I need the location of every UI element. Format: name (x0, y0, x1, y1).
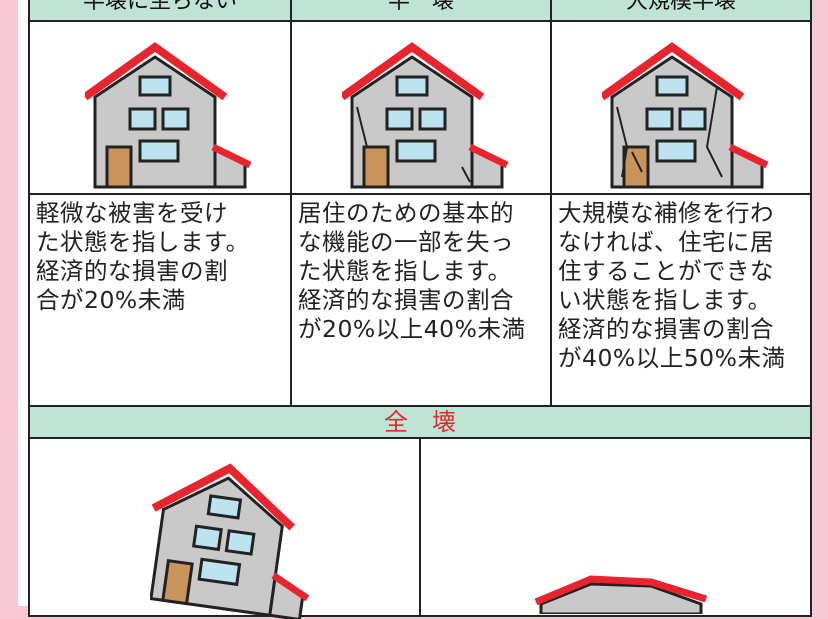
header-text: 半壊に至らない (82, 0, 237, 14)
description-line: た状態を指します。 (36, 228, 250, 256)
description-line: 住することができな (558, 257, 774, 285)
image-cell (290, 20, 552, 195)
house-illustration (150, 459, 320, 619)
page: 半壊に至らない 半 壊 大規模半壊 軽微な被害を受け た状態を指します。 経済的な損… (18, 0, 812, 606)
house-illustration (342, 37, 512, 197)
image-cell (419, 437, 812, 617)
description-line: 軽微な被害を受け (36, 199, 228, 227)
house-illustration (85, 37, 255, 197)
header-cell: 半 壊 (290, 0, 552, 22)
description: 軽微な被害を受け た状態を指します。 経済的な損害の割 合が20%未満 (28, 193, 292, 407)
description-line: なければ、住宅に居 (558, 228, 774, 256)
description: 居住のための基本的 な機能の一部を失っ た状態を指します。 経済的な損害の割合 が20%… (290, 193, 552, 407)
header-text: 半 壊 (387, 0, 454, 14)
image-cell (550, 20, 812, 195)
description-line: い状態を指します。 (558, 286, 772, 314)
header-cell: 半壊に至らない (28, 0, 292, 22)
header-cell: 大規模半壊 (550, 0, 812, 22)
description-line: 経済的な損害の割 (36, 257, 228, 285)
description-line: な機能の一部を失っ (298, 228, 514, 256)
description-line: 経済的な損害の割合 (558, 315, 774, 343)
description-line: 経済的な損害の割合 (298, 286, 514, 314)
description-line: 合が20%未満 (36, 286, 186, 314)
description-line: が20%以上40%未満 (298, 315, 526, 343)
description: 大規模な補修を行わ なければ、住宅に居 住することができな い状態を指します。 経済的な… (550, 193, 812, 407)
image-cell (28, 20, 292, 195)
house-illustration (534, 575, 708, 614)
description-line: が40%以上50%未満 (558, 344, 786, 372)
description-line: 大規模な補修を行わ (558, 199, 774, 227)
description-line: た状態を指します。 (298, 257, 512, 285)
header-text: 全 壊 (384, 408, 456, 436)
description-line: 居住のための基本的 (298, 199, 514, 227)
header-text: 大規模半壊 (625, 0, 736, 14)
image-cell (28, 437, 421, 617)
header-cell: 全 壊 (28, 405, 812, 439)
damage-table: 半壊に至らない 半 壊 大規模半壊 軽微な被害を受け た状態を指します。 経済的な損… (18, 0, 812, 606)
house-illustration (602, 37, 772, 197)
